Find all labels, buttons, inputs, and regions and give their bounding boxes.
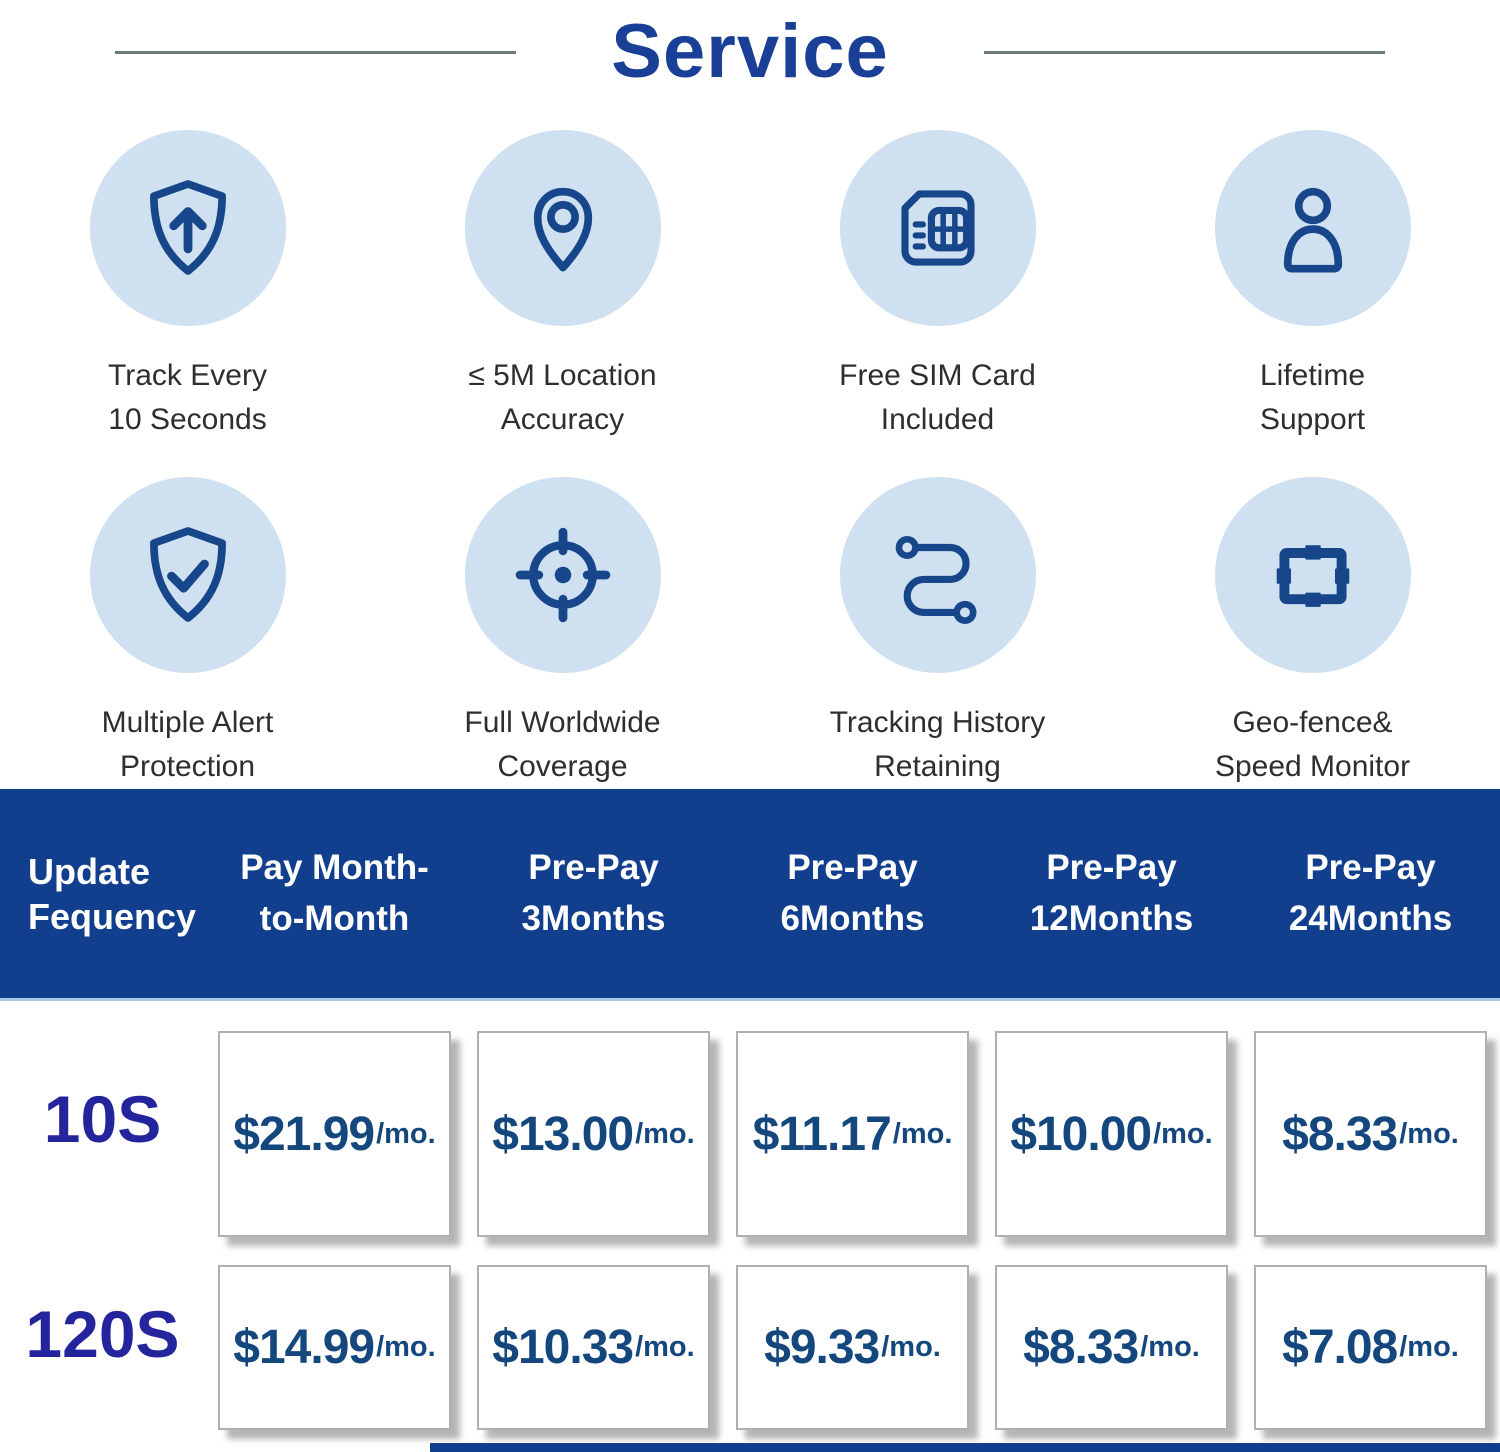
title-row: Service bbox=[0, 0, 1500, 104]
feature-worldwide-coverage: Full Worldwide Coverage bbox=[375, 477, 750, 789]
feature-caption: Full Worldwide Coverage bbox=[464, 701, 660, 789]
price-cell: $13.00/mo. bbox=[477, 1031, 710, 1238]
price-cell: $7.08/mo. bbox=[1254, 1265, 1487, 1431]
bottom-accent-strip bbox=[430, 1443, 1500, 1452]
column-header-prepay-12months: Pre-Pay 12Months bbox=[982, 843, 1241, 945]
price-amount: $8.33 bbox=[1282, 1107, 1398, 1161]
price-amount: $10.00 bbox=[1010, 1107, 1152, 1161]
feature-caption: Lifetime Support bbox=[1260, 354, 1365, 442]
price-amount: $14.99 bbox=[233, 1321, 375, 1375]
row-label: 10S bbox=[43, 1082, 162, 1157]
header-line: Pre-Pay bbox=[1305, 848, 1436, 888]
feature-caption-line: Included bbox=[880, 403, 995, 437]
person-icon bbox=[1214, 130, 1411, 326]
feature-caption-line: Tracking History bbox=[829, 706, 1046, 740]
feature-caption-line: Coverage bbox=[497, 750, 628, 784]
feature-caption-line: Accuracy bbox=[500, 403, 625, 437]
feature-caption: Free SIM Card Included bbox=[839, 354, 1036, 442]
feature-caption-line: Geo-fence& bbox=[1232, 706, 1393, 740]
feature-caption-line: 10 Seconds bbox=[108, 403, 267, 437]
price-cell: $8.33/mo. bbox=[995, 1265, 1228, 1431]
price-amount: $9.33 bbox=[764, 1321, 880, 1375]
price-cell: $10.33/mo. bbox=[477, 1265, 710, 1431]
feature-caption-line: Multiple Alert bbox=[101, 706, 274, 740]
pricing-row-10s: 10S $21.99/mo. $13.00/mo. $11.17/mo. $10… bbox=[0, 1001, 1500, 1238]
feature-caption-line: Lifetime bbox=[1259, 359, 1366, 392]
header-line: 12Months bbox=[1029, 898, 1194, 938]
feature-track-every-10-seconds: Track Every 10 Seconds bbox=[0, 130, 375, 442]
price-cell: $21.99/mo. bbox=[218, 1031, 451, 1238]
feature-caption: Track Every 10 Seconds bbox=[108, 354, 267, 442]
crosshair-icon bbox=[464, 477, 661, 674]
location-pin-icon bbox=[464, 130, 661, 326]
price-amount: $7.08 bbox=[1282, 1321, 1398, 1375]
price-amount: $21.99 bbox=[233, 1107, 375, 1161]
price-cell: $11.17/mo. bbox=[736, 1031, 969, 1238]
shield-arrow-up-icon bbox=[89, 130, 286, 326]
price-unit: /mo. bbox=[635, 1331, 695, 1364]
header-line: Pre-Pay bbox=[1046, 848, 1177, 888]
feature-caption: ≤ 5M Location Accuracy bbox=[468, 354, 656, 442]
header-line: 24Months bbox=[1288, 898, 1453, 938]
price-cell: $8.33/mo. bbox=[1254, 1031, 1487, 1238]
shield-check-icon bbox=[89, 477, 286, 674]
feature-caption-line: Free SIM Card bbox=[839, 359, 1036, 392]
column-header-prepay-6months: Pre-Pay 6Months bbox=[723, 843, 982, 945]
feature-caption-line: Protection bbox=[119, 750, 256, 784]
price-amount: $11.17 bbox=[752, 1107, 892, 1161]
feature-multiple-alert-protection: Multiple Alert Protection bbox=[0, 477, 375, 789]
feature-caption: Tracking History Retaining bbox=[830, 701, 1046, 789]
feature-tracking-history: Tracking History Retaining bbox=[750, 477, 1125, 789]
row-label: 120S bbox=[25, 1296, 180, 1371]
feature-caption: Multiple Alert Protection bbox=[102, 701, 274, 789]
feature-grid: Track Every 10 Seconds ≤ 5M Location Acc… bbox=[0, 130, 1500, 789]
feature-caption-line: Support bbox=[1259, 403, 1366, 437]
price-unit: /mo. bbox=[376, 1331, 436, 1364]
header-line: Pre-Pay bbox=[528, 848, 659, 888]
price-amount: $8.33 bbox=[1023, 1321, 1139, 1375]
page-title: Service bbox=[611, 9, 889, 94]
header-line: Fequency bbox=[28, 895, 197, 937]
price-unit: /mo. bbox=[1153, 1117, 1213, 1150]
header-line: to-Month bbox=[259, 898, 410, 938]
header-line: 3Months bbox=[521, 898, 666, 938]
price-amount: $10.33 bbox=[492, 1321, 634, 1375]
price-cell: $9.33/mo. bbox=[736, 1265, 969, 1431]
price-unit: /mo. bbox=[1399, 1331, 1459, 1364]
feature-caption-line: Full Worldwide bbox=[464, 706, 661, 740]
price-unit: /mo. bbox=[376, 1117, 436, 1150]
feature-lifetime-support: Lifetime Support bbox=[1125, 130, 1500, 442]
feature-free-sim-card: Free SIM Card Included bbox=[750, 130, 1125, 442]
column-header-prepay-3months: Pre-Pay 3Months bbox=[464, 843, 723, 945]
pricing-header-bar: Update Fequency Pay Month- to-Month Pre-… bbox=[0, 789, 1500, 1002]
update-frequency-header: Update Fequency bbox=[0, 849, 205, 939]
feature-caption-line: Speed Monitor bbox=[1214, 750, 1411, 784]
feature-geofence-speed-monitor: Geo-fence& Speed Monitor bbox=[1125, 477, 1500, 789]
price-cell: $14.99/mo. bbox=[218, 1265, 451, 1431]
pricing-row-120s: 120S $14.99/mo. $10.33/mo. $9.33/mo. $8.… bbox=[0, 1237, 1500, 1431]
header-line: Pay Month- bbox=[240, 848, 429, 888]
price-unit: /mo. bbox=[881, 1331, 941, 1364]
feature-location-accuracy: ≤ 5M Location Accuracy bbox=[375, 130, 750, 442]
header-line: Pre-Pay bbox=[787, 848, 918, 888]
price-amount: $13.00 bbox=[492, 1107, 634, 1161]
title-rule-right bbox=[983, 50, 1386, 54]
feature-caption: Geo-fence& Speed Monitor bbox=[1215, 701, 1410, 789]
price-cell: $10.00/mo. bbox=[995, 1031, 1228, 1238]
column-header-pay-month-to-month: Pay Month- to-Month bbox=[205, 843, 464, 945]
price-unit: /mo. bbox=[1399, 1117, 1459, 1150]
price-unit: /mo. bbox=[635, 1117, 695, 1150]
title-rule-left bbox=[115, 50, 517, 54]
header-line: Update bbox=[28, 850, 151, 892]
feature-caption-line: Track Every bbox=[108, 359, 267, 392]
header-line: 6Months bbox=[780, 898, 925, 938]
geofence-icon bbox=[1214, 477, 1411, 674]
sim-card-icon bbox=[839, 130, 1036, 326]
column-header-prepay-24months: Pre-Pay 24Months bbox=[1241, 843, 1500, 945]
price-unit: /mo. bbox=[1140, 1331, 1200, 1364]
route-icon bbox=[839, 477, 1036, 674]
feature-caption-line: Retaining bbox=[874, 750, 1001, 784]
feature-caption-line: ≤ 5M Location bbox=[468, 359, 657, 392]
price-unit: /mo. bbox=[892, 1117, 953, 1150]
